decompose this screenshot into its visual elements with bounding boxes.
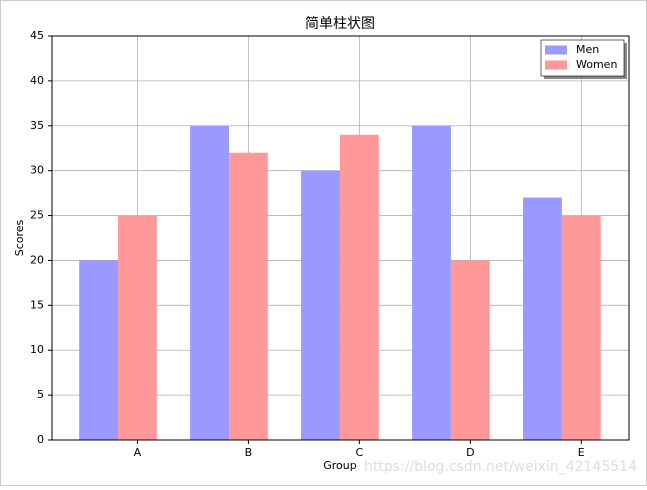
axes-frame — [51, 35, 630, 441]
x-tick-label: C — [356, 446, 364, 459]
bar — [339, 134, 379, 440]
bar — [412, 125, 451, 441]
bar — [79, 260, 119, 440]
legend-label: Women — [576, 58, 617, 71]
legend-swatch — [545, 60, 567, 70]
x-axis-label: Group — [323, 459, 357, 472]
legend-label: Men — [576, 43, 599, 56]
bar — [190, 125, 229, 441]
y-tick-label: 40 — [30, 74, 44, 87]
x-tick-label: E — [578, 446, 585, 459]
x-tick-label: D — [466, 446, 474, 459]
y-tick-label: 0 — [37, 433, 44, 446]
chart-title: 简单柱状图 — [305, 15, 375, 32]
x-tick-label: B — [245, 446, 253, 459]
y-tick-label: 25 — [30, 209, 44, 222]
bar — [118, 215, 157, 440]
bar — [561, 215, 601, 440]
legend-swatch — [545, 45, 567, 55]
y-axis-label: Scores — [13, 219, 26, 256]
y-tick-label: 45 — [30, 29, 44, 42]
x-tick-label: A — [134, 446, 142, 459]
bar — [301, 170, 340, 440]
y-tick-label: 10 — [30, 343, 44, 356]
y-tick-label: 35 — [30, 119, 44, 132]
y-tick-label: 20 — [30, 253, 44, 266]
bar — [450, 260, 490, 440]
bar — [228, 152, 268, 440]
y-tick-label: 5 — [37, 388, 44, 401]
bar — [523, 197, 562, 440]
y-tick-label: 30 — [30, 164, 44, 177]
watermark: https://blog.csdn.net/weixin_42145514 — [364, 459, 637, 475]
y-tick-label: 15 — [30, 298, 44, 311]
